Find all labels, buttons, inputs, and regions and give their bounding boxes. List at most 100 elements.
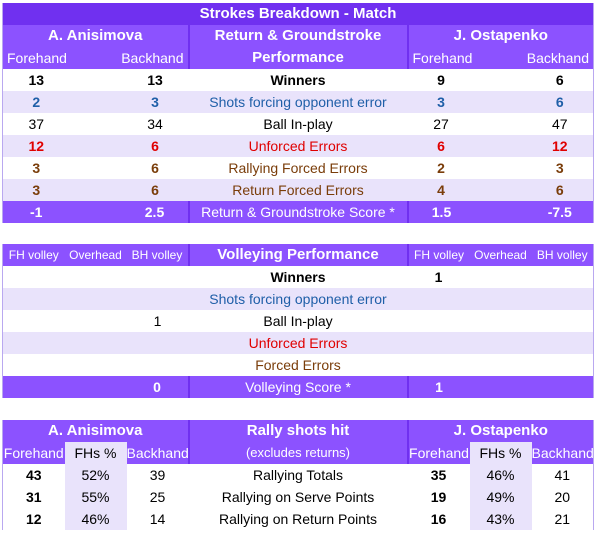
table-row: 1 Ball In-play xyxy=(2,310,594,332)
cell xyxy=(126,332,189,354)
col-fh-volley-right: FH volley xyxy=(407,244,470,266)
rally-right-player: J. Ostapenko xyxy=(407,420,595,442)
col-forehand-right: Forehand xyxy=(407,442,470,464)
cell xyxy=(2,288,65,310)
cell: 12 xyxy=(2,508,65,530)
row-label: Return Forced Errors xyxy=(188,179,408,201)
cell xyxy=(469,376,532,398)
cell: 6 xyxy=(95,135,189,157)
cell: 46% xyxy=(64,508,127,530)
cell xyxy=(407,354,470,376)
cell: 6 xyxy=(500,91,595,113)
col-backhand-right: Backhand xyxy=(500,47,595,69)
cell: 46% xyxy=(469,464,532,486)
cell: 31 xyxy=(2,486,65,508)
col-fhpct-left: FHs % xyxy=(64,442,127,464)
cell: 20 xyxy=(531,486,595,508)
row-label: Winners xyxy=(188,266,408,288)
table-row: 3 6 Return Forced Errors 4 6 xyxy=(2,179,595,201)
cell xyxy=(407,288,470,310)
cell: 21 xyxy=(531,508,595,530)
col-fh-volley-left: FH volley xyxy=(2,244,65,266)
cell: 9 xyxy=(407,69,501,91)
cell: 3 xyxy=(2,157,96,179)
cell: 6 xyxy=(95,157,189,179)
cell: 3 xyxy=(95,91,189,113)
cell: 6 xyxy=(500,69,595,91)
row-label: Rallying on Serve Points xyxy=(188,486,408,508)
cell: 34 xyxy=(95,113,189,135)
row-label: Shots forcing opponent error xyxy=(188,91,408,113)
col-backhand-right: Backhand xyxy=(531,442,595,464)
cell: 6 xyxy=(500,179,595,201)
cell xyxy=(531,354,594,376)
cell: 13 xyxy=(95,69,189,91)
row-label: Ball In-play xyxy=(188,310,408,332)
rally-title: Rally shots hit xyxy=(187,420,409,442)
col-overhead-left: Overhead xyxy=(64,244,127,266)
rally-shots-table: A. Anisimova Rally shots hit J. Ostapenk… xyxy=(2,420,595,530)
cell xyxy=(2,310,65,332)
cell: 35 xyxy=(407,464,470,486)
cell: 43 xyxy=(2,464,65,486)
row-label: Shots forcing opponent error xyxy=(188,288,408,310)
cell: 49% xyxy=(469,486,532,508)
col-bh-volley-left: BH volley xyxy=(126,244,189,266)
strokes-breakdown-table: Strokes Breakdown - Match A. Anisimova R… xyxy=(1,3,595,223)
strokes-title: Strokes Breakdown - Match xyxy=(1,3,595,25)
cell xyxy=(531,266,594,288)
cell: 3 xyxy=(407,91,501,113)
cell: 2 xyxy=(2,91,96,113)
cell: 43% xyxy=(469,508,532,530)
col-bh-volley-right: BH volley xyxy=(531,244,594,266)
col-overhead-right: Overhead xyxy=(469,244,532,266)
left-player-name: A. Anisimova xyxy=(2,25,189,47)
col-forehand-right: Forehand xyxy=(407,47,501,69)
table-row: 31 55% 25 Rallying on Serve Points 19 49… xyxy=(2,486,595,508)
cell xyxy=(126,266,189,288)
table-row: Shots forcing opponent error xyxy=(2,288,594,310)
cell xyxy=(2,376,65,398)
cell xyxy=(469,266,532,288)
table-row: 12 6 Unforced Errors 6 12 xyxy=(2,135,595,157)
volleying-table: FH volley Overhead BH volley Volleying P… xyxy=(2,244,594,398)
row-label: Rallying Forced Errors xyxy=(188,157,408,179)
cell xyxy=(2,266,65,288)
cell xyxy=(64,376,127,398)
cell: 27 xyxy=(407,113,501,135)
cell xyxy=(64,332,127,354)
cell: -1 xyxy=(2,201,96,223)
cell: 3 xyxy=(500,157,595,179)
cell: 0 xyxy=(126,376,189,398)
cell xyxy=(531,376,594,398)
score-row: 0 Volleying Score * 1 xyxy=(2,376,594,398)
table-row: 2 3 Shots forcing opponent error 3 6 xyxy=(2,91,595,113)
table-row: Winners 1 xyxy=(2,266,594,288)
row-label: Unforced Errors xyxy=(188,135,408,157)
center-header-2: Performance xyxy=(187,47,409,69)
col-backhand-left: Backhand xyxy=(126,442,189,464)
cell: 25 xyxy=(126,486,189,508)
cell xyxy=(531,288,594,310)
score-label: Return & Groundstroke Score * xyxy=(187,201,409,223)
row-label: Rallying Totals xyxy=(188,464,408,486)
col-forehand-left: Forehand xyxy=(2,47,96,69)
cell xyxy=(531,310,594,332)
row-label: Ball In-play xyxy=(188,113,408,135)
row-label: Winners xyxy=(188,69,408,91)
cell xyxy=(469,332,532,354)
table-row: 13 13 Winners 9 6 xyxy=(2,69,595,91)
cell xyxy=(64,310,127,332)
row-label: Rallying on Return Points xyxy=(188,508,408,530)
rally-left-player: A. Anisimova xyxy=(2,420,189,442)
score-label: Volleying Score * xyxy=(187,376,409,398)
cell: 14 xyxy=(126,508,189,530)
cell: 2 xyxy=(407,157,501,179)
cell: 1 xyxy=(126,310,189,332)
cell xyxy=(126,354,189,376)
col-forehand-left: Forehand xyxy=(2,442,65,464)
cell: 1.5 xyxy=(407,201,501,223)
col-backhand-left: Backhand xyxy=(95,47,189,69)
cell xyxy=(469,354,532,376)
cell xyxy=(126,288,189,310)
